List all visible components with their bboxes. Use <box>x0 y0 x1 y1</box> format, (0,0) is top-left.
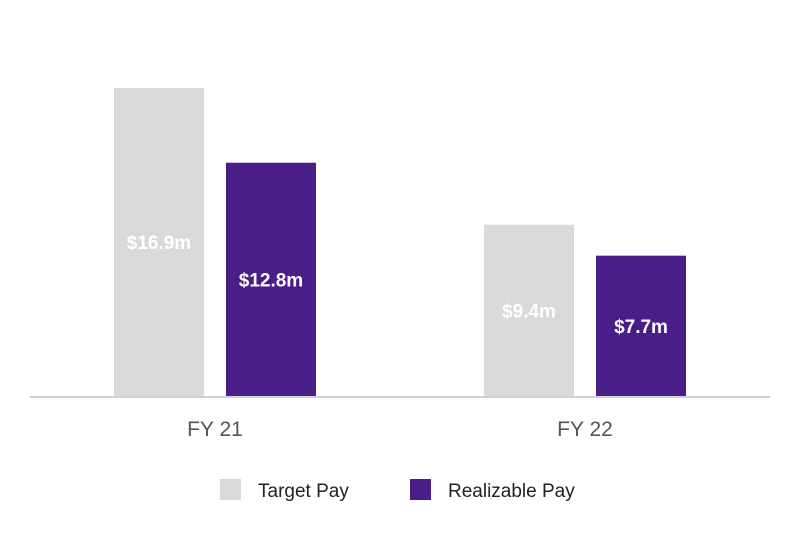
data-label-target-fy22: $9.4m <box>502 301 556 322</box>
legend-label-realizable: Realizable Pay <box>448 481 575 502</box>
legend-label-target: Target Pay <box>258 481 349 502</box>
data-label-realizable-fy21: $12.8m <box>239 270 303 291</box>
x-tick-label-fy21: FY 21 <box>187 418 243 441</box>
legend-swatch-realizable <box>410 479 431 500</box>
x-tick-labels: FY 21 FY 22 <box>187 418 613 441</box>
data-label-target-fy21: $16.9m <box>127 233 191 254</box>
x-tick-label-fy22: FY 22 <box>557 418 613 441</box>
legend: Target Pay Realizable Pay <box>220 479 575 502</box>
legend-swatch-target <box>220 479 241 500</box>
bars-group: $16.9m $12.8m $9.4m $7.7m <box>114 88 686 396</box>
data-label-realizable-fy22: $7.7m <box>614 317 668 338</box>
